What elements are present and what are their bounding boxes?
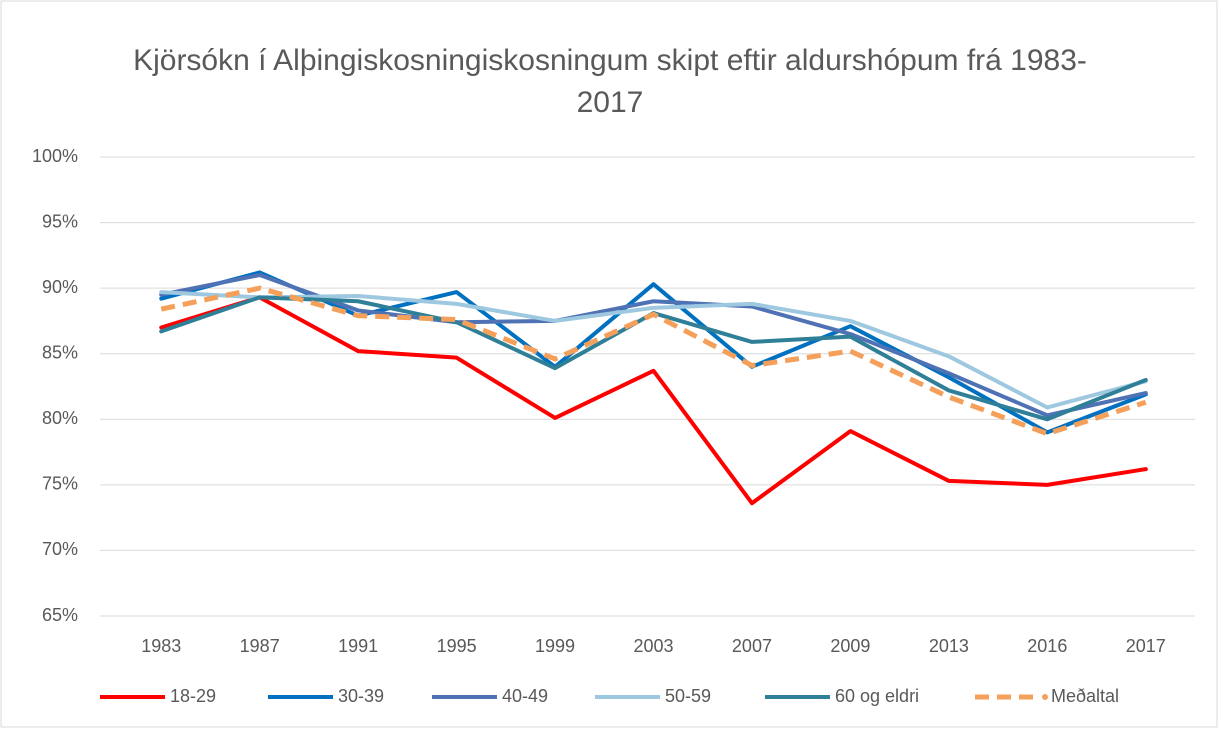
x-tick-label: 1991 bbox=[338, 636, 378, 656]
x-tick-label: 2003 bbox=[633, 636, 673, 656]
legend-label: 18-29 bbox=[170, 686, 216, 706]
legend-label: 60 og eldri bbox=[835, 686, 919, 706]
chart-title: Kjörsókn í Alþingiskosningiskosningum sk… bbox=[133, 44, 1087, 119]
legend-label: 30-39 bbox=[338, 686, 384, 706]
x-tick-label: 1983 bbox=[141, 636, 181, 656]
x-tick-label: 2007 bbox=[732, 636, 772, 656]
x-tick-label: 2017 bbox=[1126, 636, 1166, 656]
x-tick-label: 1999 bbox=[535, 636, 575, 656]
x-tick-label: 2016 bbox=[1027, 636, 1067, 656]
x-tick-label: 2009 bbox=[830, 636, 870, 656]
series-line bbox=[160, 285, 1147, 437]
y-tick-label: 80% bbox=[42, 408, 78, 428]
x-tick-label: 1995 bbox=[437, 636, 477, 656]
series-line bbox=[159, 295, 1148, 506]
y-tick-label: 85% bbox=[42, 342, 78, 362]
y-tick-label: 95% bbox=[42, 211, 78, 231]
legend-marker bbox=[1042, 694, 1048, 700]
y-tick-label: 70% bbox=[42, 539, 78, 559]
legend-label: 50-59 bbox=[665, 686, 711, 706]
y-tick-label: 90% bbox=[42, 277, 78, 297]
series-line bbox=[159, 290, 1148, 410]
legend-label: 40-49 bbox=[502, 686, 548, 706]
x-tick-label: 1987 bbox=[240, 636, 280, 656]
y-tick-label: 75% bbox=[42, 474, 78, 494]
y-tick-label: 65% bbox=[42, 605, 78, 625]
y-tick-label: 100% bbox=[32, 146, 78, 166]
x-tick-label: 2013 bbox=[929, 636, 969, 656]
legend-label: Meðaltal bbox=[1051, 686, 1119, 706]
